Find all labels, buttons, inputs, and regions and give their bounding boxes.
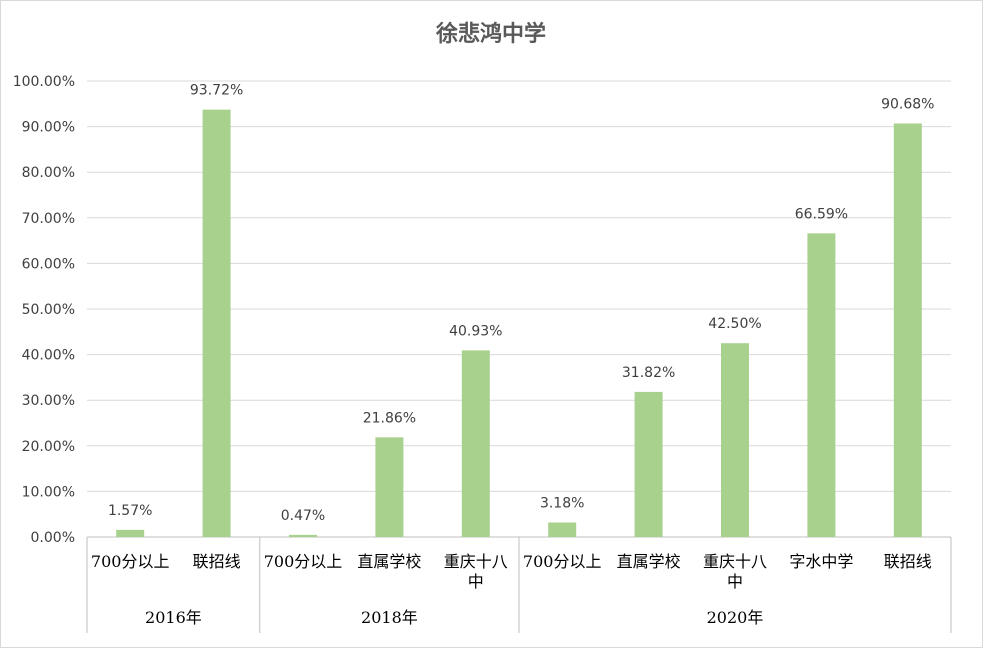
bar — [289, 534, 317, 537]
bar — [202, 109, 231, 537]
category-label: 直属学校 — [357, 552, 421, 571]
y-tick-label: 70.00% — [22, 211, 75, 227]
group-label: 2018年 — [361, 608, 418, 627]
data-labels: 1.57% 93.72% 0.47% 21.86% 40.93% 3.18% 31.82% 4… — [108, 83, 935, 524]
data-label: 93.72% — [190, 83, 243, 99]
group-label: 2016年 — [145, 608, 202, 627]
bar — [721, 343, 749, 537]
bar — [461, 350, 490, 537]
data-label: 3.18% — [540, 495, 584, 511]
chart-title: 徐悲鸿中学 — [435, 21, 546, 47]
y-tick-label: 100.00% — [13, 74, 75, 90]
y-tick-label: 0.00% — [31, 530, 75, 546]
data-label: 90.68% — [881, 96, 934, 112]
category-label: 700分以上 — [91, 552, 170, 571]
category-label: 字水中学 — [789, 552, 853, 571]
y-tick-label: 40.00% — [22, 348, 75, 364]
category-label: 700分以上 — [523, 552, 602, 571]
gridlines — [87, 80, 951, 538]
bar — [807, 233, 836, 537]
y-tick-label: 90.00% — [22, 120, 75, 136]
data-label: 31.82% — [622, 365, 675, 381]
data-label: 1.57% — [108, 503, 152, 519]
data-label: 66.59% — [795, 206, 848, 222]
bar — [634, 391, 663, 537]
y-axis-ticks: 0.00% 10.00% 20.00% 30.00% 40.00% 50.00% 60.00… — [13, 74, 75, 546]
data-label: 42.50% — [708, 316, 761, 332]
category-label: 重庆十八 — [703, 552, 767, 571]
category-label: 700分以上 — [264, 552, 343, 571]
category-label: 联招线 — [193, 552, 241, 571]
bar — [116, 529, 145, 537]
data-label: 0.47% — [281, 508, 325, 524]
bar — [548, 522, 577, 537]
group-label: 2020年 — [707, 608, 764, 627]
y-tick-label: 20.00% — [22, 439, 75, 455]
y-tick-label: 80.00% — [22, 165, 75, 181]
category-label: 联招线 — [884, 552, 932, 571]
category-label: 中 — [727, 572, 743, 591]
category-label: 中 — [468, 572, 484, 591]
category-label: 直属学校 — [617, 552, 681, 571]
y-tick-label: 10.00% — [22, 484, 75, 500]
bar — [375, 437, 404, 537]
data-label: 21.86% — [363, 410, 416, 426]
data-label: 40.93% — [449, 323, 502, 339]
bar — [893, 123, 922, 537]
category-label: 重庆十八 — [444, 552, 508, 571]
y-tick-label: 60.00% — [22, 256, 75, 272]
y-tick-label: 30.00% — [22, 393, 75, 409]
bars — [116, 109, 922, 537]
y-tick-label: 50.00% — [22, 302, 75, 318]
